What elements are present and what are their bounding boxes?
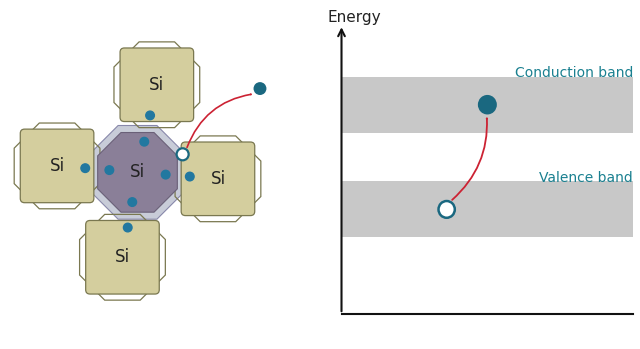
Text: Valence band: Valence band <box>540 171 633 185</box>
Polygon shape <box>98 133 177 212</box>
Circle shape <box>478 95 497 114</box>
Circle shape <box>177 148 189 160</box>
Text: Energy: Energy <box>328 10 381 25</box>
Circle shape <box>253 82 266 95</box>
Polygon shape <box>91 126 184 219</box>
Circle shape <box>438 201 455 218</box>
Circle shape <box>161 170 170 179</box>
Text: Si: Si <box>130 163 145 181</box>
FancyArrowPatch shape <box>187 94 251 147</box>
FancyBboxPatch shape <box>86 221 159 294</box>
Bar <box>342 181 633 237</box>
Circle shape <box>81 164 90 172</box>
FancyArrowPatch shape <box>452 118 487 200</box>
Circle shape <box>128 198 136 206</box>
Circle shape <box>140 138 148 146</box>
Text: Conduction band: Conduction band <box>515 66 633 80</box>
Text: Si: Si <box>115 248 130 266</box>
Circle shape <box>186 172 194 181</box>
Text: Si: Si <box>211 170 225 188</box>
Text: Si: Si <box>49 157 65 175</box>
FancyBboxPatch shape <box>120 48 194 121</box>
Bar <box>342 77 633 133</box>
FancyBboxPatch shape <box>20 129 94 203</box>
Text: Si: Si <box>149 76 164 94</box>
FancyBboxPatch shape <box>181 142 255 216</box>
Circle shape <box>146 111 154 120</box>
Circle shape <box>105 166 114 174</box>
Circle shape <box>124 223 132 232</box>
